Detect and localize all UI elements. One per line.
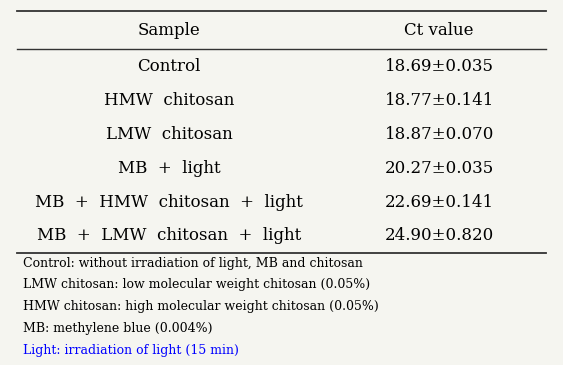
Text: Light: irradiation of light (15 min): Light: irradiation of light (15 min) [23, 344, 238, 357]
Text: Sample: Sample [137, 22, 200, 39]
Text: 20.27±0.035: 20.27±0.035 [385, 160, 494, 177]
Text: MB  +  LMW  chitosan  +  light: MB + LMW chitosan + light [37, 227, 301, 245]
Text: Ct value: Ct value [404, 22, 474, 39]
Text: 18.69±0.035: 18.69±0.035 [385, 58, 494, 75]
Text: LMW  chitosan: LMW chitosan [105, 126, 233, 143]
Text: HMW  chitosan: HMW chitosan [104, 92, 234, 109]
Text: MB  +  light: MB + light [118, 160, 220, 177]
Text: 18.87±0.070: 18.87±0.070 [385, 126, 494, 143]
Text: 22.69±0.141: 22.69±0.141 [385, 193, 494, 211]
Text: 24.90±0.820: 24.90±0.820 [385, 227, 494, 245]
Text: 18.77±0.141: 18.77±0.141 [385, 92, 494, 109]
Text: Control: Control [137, 58, 200, 75]
Text: MB: methylene blue (0.004%): MB: methylene blue (0.004%) [23, 322, 212, 335]
Text: LMW chitosan: low molecular weight chitosan (0.05%): LMW chitosan: low molecular weight chito… [23, 278, 370, 292]
Text: Control: without irradiation of light, MB and chitosan: Control: without irradiation of light, M… [23, 257, 363, 270]
Text: HMW chitosan: high molecular weight chitosan (0.05%): HMW chitosan: high molecular weight chit… [23, 300, 378, 314]
Text: MB  +  HMW  chitosan  +  light: MB + HMW chitosan + light [35, 193, 303, 211]
